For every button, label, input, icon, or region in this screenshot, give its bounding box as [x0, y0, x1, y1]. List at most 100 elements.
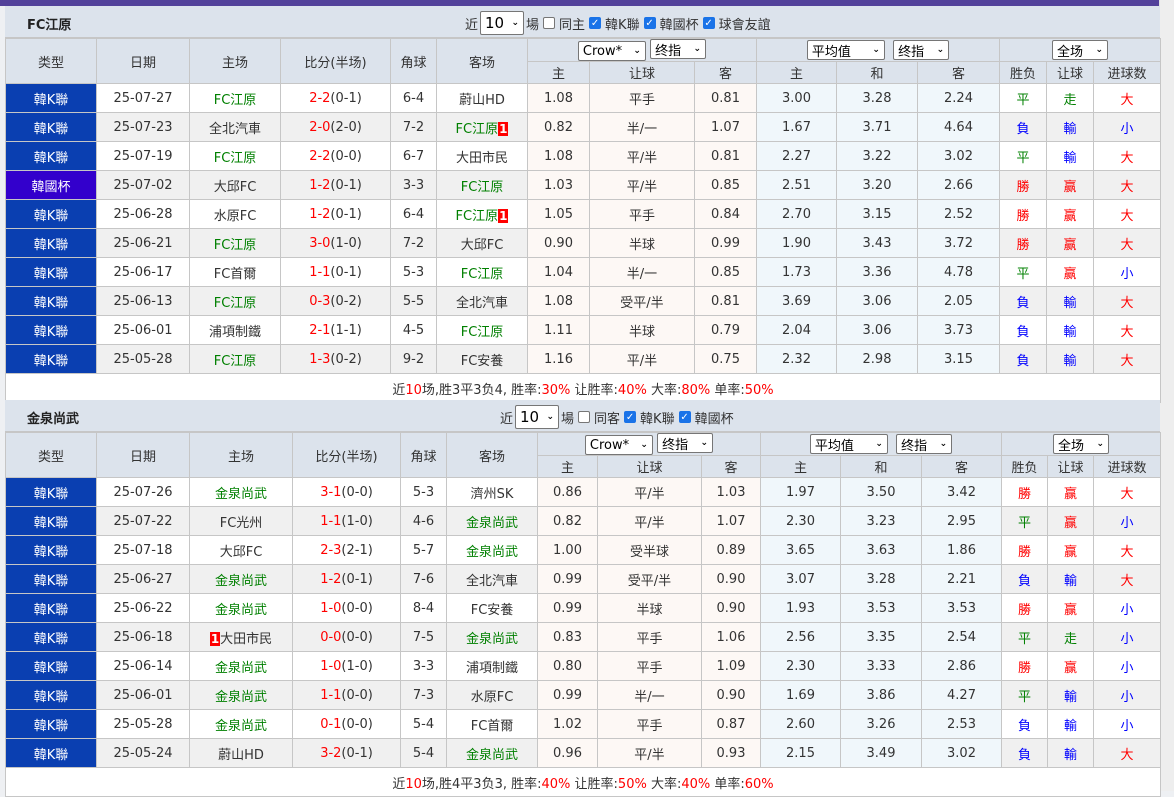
period-select[interactable]: 全场 ⌄ — [1052, 40, 1109, 60]
away-team-name[interactable]: FC江原 — [460, 266, 504, 282]
home-team-cell[interactable]: FC江原 — [189, 344, 281, 374]
match-count-select[interactable]: 10 ⌄ — [480, 11, 525, 35]
away-team-name[interactable]: 水原FC — [470, 689, 514, 705]
away-team-name[interactable]: 大邱FC — [460, 237, 504, 253]
home-team-name[interactable]: 浦項制鐵 — [208, 324, 261, 340]
away-team-name[interactable]: FC安養 — [460, 353, 504, 369]
home-team-cell[interactable]: 大邱FC — [189, 535, 293, 565]
filter-checkbox[interactable]: ✓ — [678, 411, 691, 423]
away-team-name[interactable]: 全北汽車 — [465, 573, 518, 589]
score-cell[interactable]: 2-2(0-0) — [280, 141, 391, 171]
home-team-cell[interactable]: 大邱FC — [189, 170, 281, 200]
filter-checkbox[interactable] — [543, 17, 556, 29]
home-team-name[interactable]: 大田市民 — [220, 631, 273, 647]
away-team-name[interactable]: 金泉尚武 — [465, 747, 518, 763]
home-team-cell[interactable]: 全北汽車 — [189, 112, 281, 142]
away-team-cell[interactable]: 全北汽車 — [446, 564, 538, 594]
average-select[interactable]: 平均值 ⌄ — [806, 40, 885, 60]
odds-type-select[interactable]: 终指 ⌄ — [657, 433, 714, 453]
score-cell[interactable]: 0-0(0-0) — [292, 622, 401, 652]
away-team-name[interactable]: FC江原 — [455, 208, 499, 224]
score-cell[interactable]: 2-0(2-0) — [280, 112, 391, 142]
home-team-cell[interactable]: 金泉尚武 — [189, 477, 293, 507]
away-team-cell[interactable]: 金泉尚武 — [446, 506, 538, 536]
home-team-name[interactable]: 金泉尚武 — [214, 573, 267, 589]
away-team-name[interactable]: 大田市民 — [455, 150, 508, 166]
score-cell[interactable]: 1-3(0-2) — [280, 344, 391, 374]
home-team-cell[interactable]: FC江原 — [189, 228, 281, 258]
filter-checkbox[interactable]: ✓ — [589, 17, 602, 29]
score-cell[interactable]: 1-2(0-1) — [292, 564, 401, 594]
home-team-name[interactable]: FC江原 — [213, 150, 257, 166]
away-team-name[interactable]: 濟州SK — [470, 486, 514, 502]
score-cell[interactable]: 0-1(0-0) — [292, 709, 401, 739]
away-team-name[interactable]: 金泉尚武 — [465, 515, 518, 531]
home-team-cell[interactable]: 1大田市民 — [189, 622, 293, 652]
home-team-cell[interactable]: 金泉尚武 — [189, 651, 293, 681]
away-team-name[interactable]: 蔚山HD — [459, 92, 505, 108]
home-team-cell[interactable]: 浦項制鐵 — [189, 315, 281, 345]
score-cell[interactable]: 1-2(0-1) — [280, 199, 391, 229]
away-team-cell[interactable]: FC江原 — [436, 315, 528, 345]
company-select[interactable]: Crow* ⌄ — [577, 41, 646, 61]
home-team-name[interactable]: 金泉尚武 — [214, 718, 267, 734]
away-team-name[interactable]: 金泉尚武 — [465, 631, 518, 647]
filter-checkbox[interactable]: ✓ — [624, 411, 637, 423]
home-team-name[interactable]: FC江原 — [213, 92, 257, 108]
score-cell[interactable]: 3-2(0-1) — [292, 738, 401, 768]
average-type-select[interactable]: 终指 ⌄ — [893, 40, 950, 60]
away-team-cell[interactable]: FC安養 — [436, 344, 528, 374]
home-team-name[interactable]: 金泉尚武 — [214, 486, 267, 502]
away-team-name[interactable]: FC江原 — [460, 179, 504, 195]
score-cell[interactable]: 1-1(0-1) — [280, 257, 391, 287]
home-team-cell[interactable]: 金泉尚武 — [189, 593, 293, 623]
away-team-cell[interactable]: FC江原 — [436, 170, 528, 200]
home-team-cell[interactable]: FC江原 — [189, 83, 281, 113]
away-team-cell[interactable]: 水原FC — [446, 680, 538, 710]
away-team-cell[interactable]: FC安養 — [446, 593, 538, 623]
home-team-name[interactable]: 金泉尚武 — [214, 602, 267, 618]
away-team-cell[interactable]: 金泉尚武 — [446, 738, 538, 768]
away-team-cell[interactable]: FC江原1 — [436, 112, 528, 142]
away-team-name[interactable]: FC安養 — [470, 602, 514, 618]
away-team-name[interactable]: FC江原 — [455, 121, 499, 137]
away-team-name[interactable]: 全北汽車 — [455, 295, 508, 311]
score-cell[interactable]: 1-0(0-0) — [292, 593, 401, 623]
home-team-name[interactable]: 大邱FC — [219, 544, 263, 560]
score-cell[interactable]: 1-0(1-0) — [292, 651, 401, 681]
average-select[interactable]: 平均值 ⌄ — [809, 434, 888, 454]
home-team-cell[interactable]: 蔚山HD — [189, 738, 293, 768]
period-select[interactable]: 全场 ⌄ — [1053, 434, 1110, 454]
away-team-cell[interactable]: 金泉尚武 — [446, 622, 538, 652]
away-team-cell[interactable]: 浦項制鐵 — [446, 651, 538, 681]
score-cell[interactable]: 2-1(1-1) — [280, 315, 391, 345]
home-team-name[interactable]: 金泉尚武 — [214, 660, 267, 676]
scrollbar[interactable] — [1159, 0, 1174, 791]
score-cell[interactable]: 3-0(1-0) — [280, 228, 391, 258]
home-team-name[interactable]: FC江原 — [213, 295, 257, 311]
home-team-cell[interactable]: FC江原 — [189, 141, 281, 171]
away-team-cell[interactable]: FC江原1 — [436, 199, 528, 229]
away-team-cell[interactable]: FC首爾 — [446, 709, 538, 739]
home-team-name[interactable]: FC光州 — [219, 515, 263, 531]
home-team-cell[interactable]: FC光州 — [189, 506, 293, 536]
away-team-cell[interactable]: 濟州SK — [446, 477, 538, 507]
score-cell[interactable]: 1-2(0-1) — [280, 170, 391, 200]
filter-checkbox[interactable] — [578, 411, 591, 423]
away-team-cell[interactable]: 全北汽車 — [436, 286, 528, 316]
home-team-cell[interactable]: 金泉尚武 — [189, 709, 293, 739]
home-team-cell[interactable]: 金泉尚武 — [189, 564, 293, 594]
score-cell[interactable]: 0-3(0-2) — [280, 286, 391, 316]
score-cell[interactable]: 1-1(0-0) — [292, 680, 401, 710]
away-team-name[interactable]: FC江原 — [460, 324, 504, 340]
away-team-name[interactable]: 金泉尚武 — [465, 544, 518, 560]
away-team-cell[interactable]: FC江原 — [436, 257, 528, 287]
home-team-cell[interactable]: FC江原 — [189, 286, 281, 316]
filter-checkbox[interactable]: ✓ — [643, 17, 656, 29]
home-team-name[interactable]: 大邱FC — [213, 179, 257, 195]
home-team-name[interactable]: FC江原 — [213, 237, 257, 253]
home-team-cell[interactable]: 水原FC — [189, 199, 281, 229]
filter-checkbox[interactable]: ✓ — [702, 17, 715, 29]
home-team-name[interactable]: 水原FC — [213, 208, 257, 224]
score-cell[interactable]: 2-3(2-1) — [292, 535, 401, 565]
